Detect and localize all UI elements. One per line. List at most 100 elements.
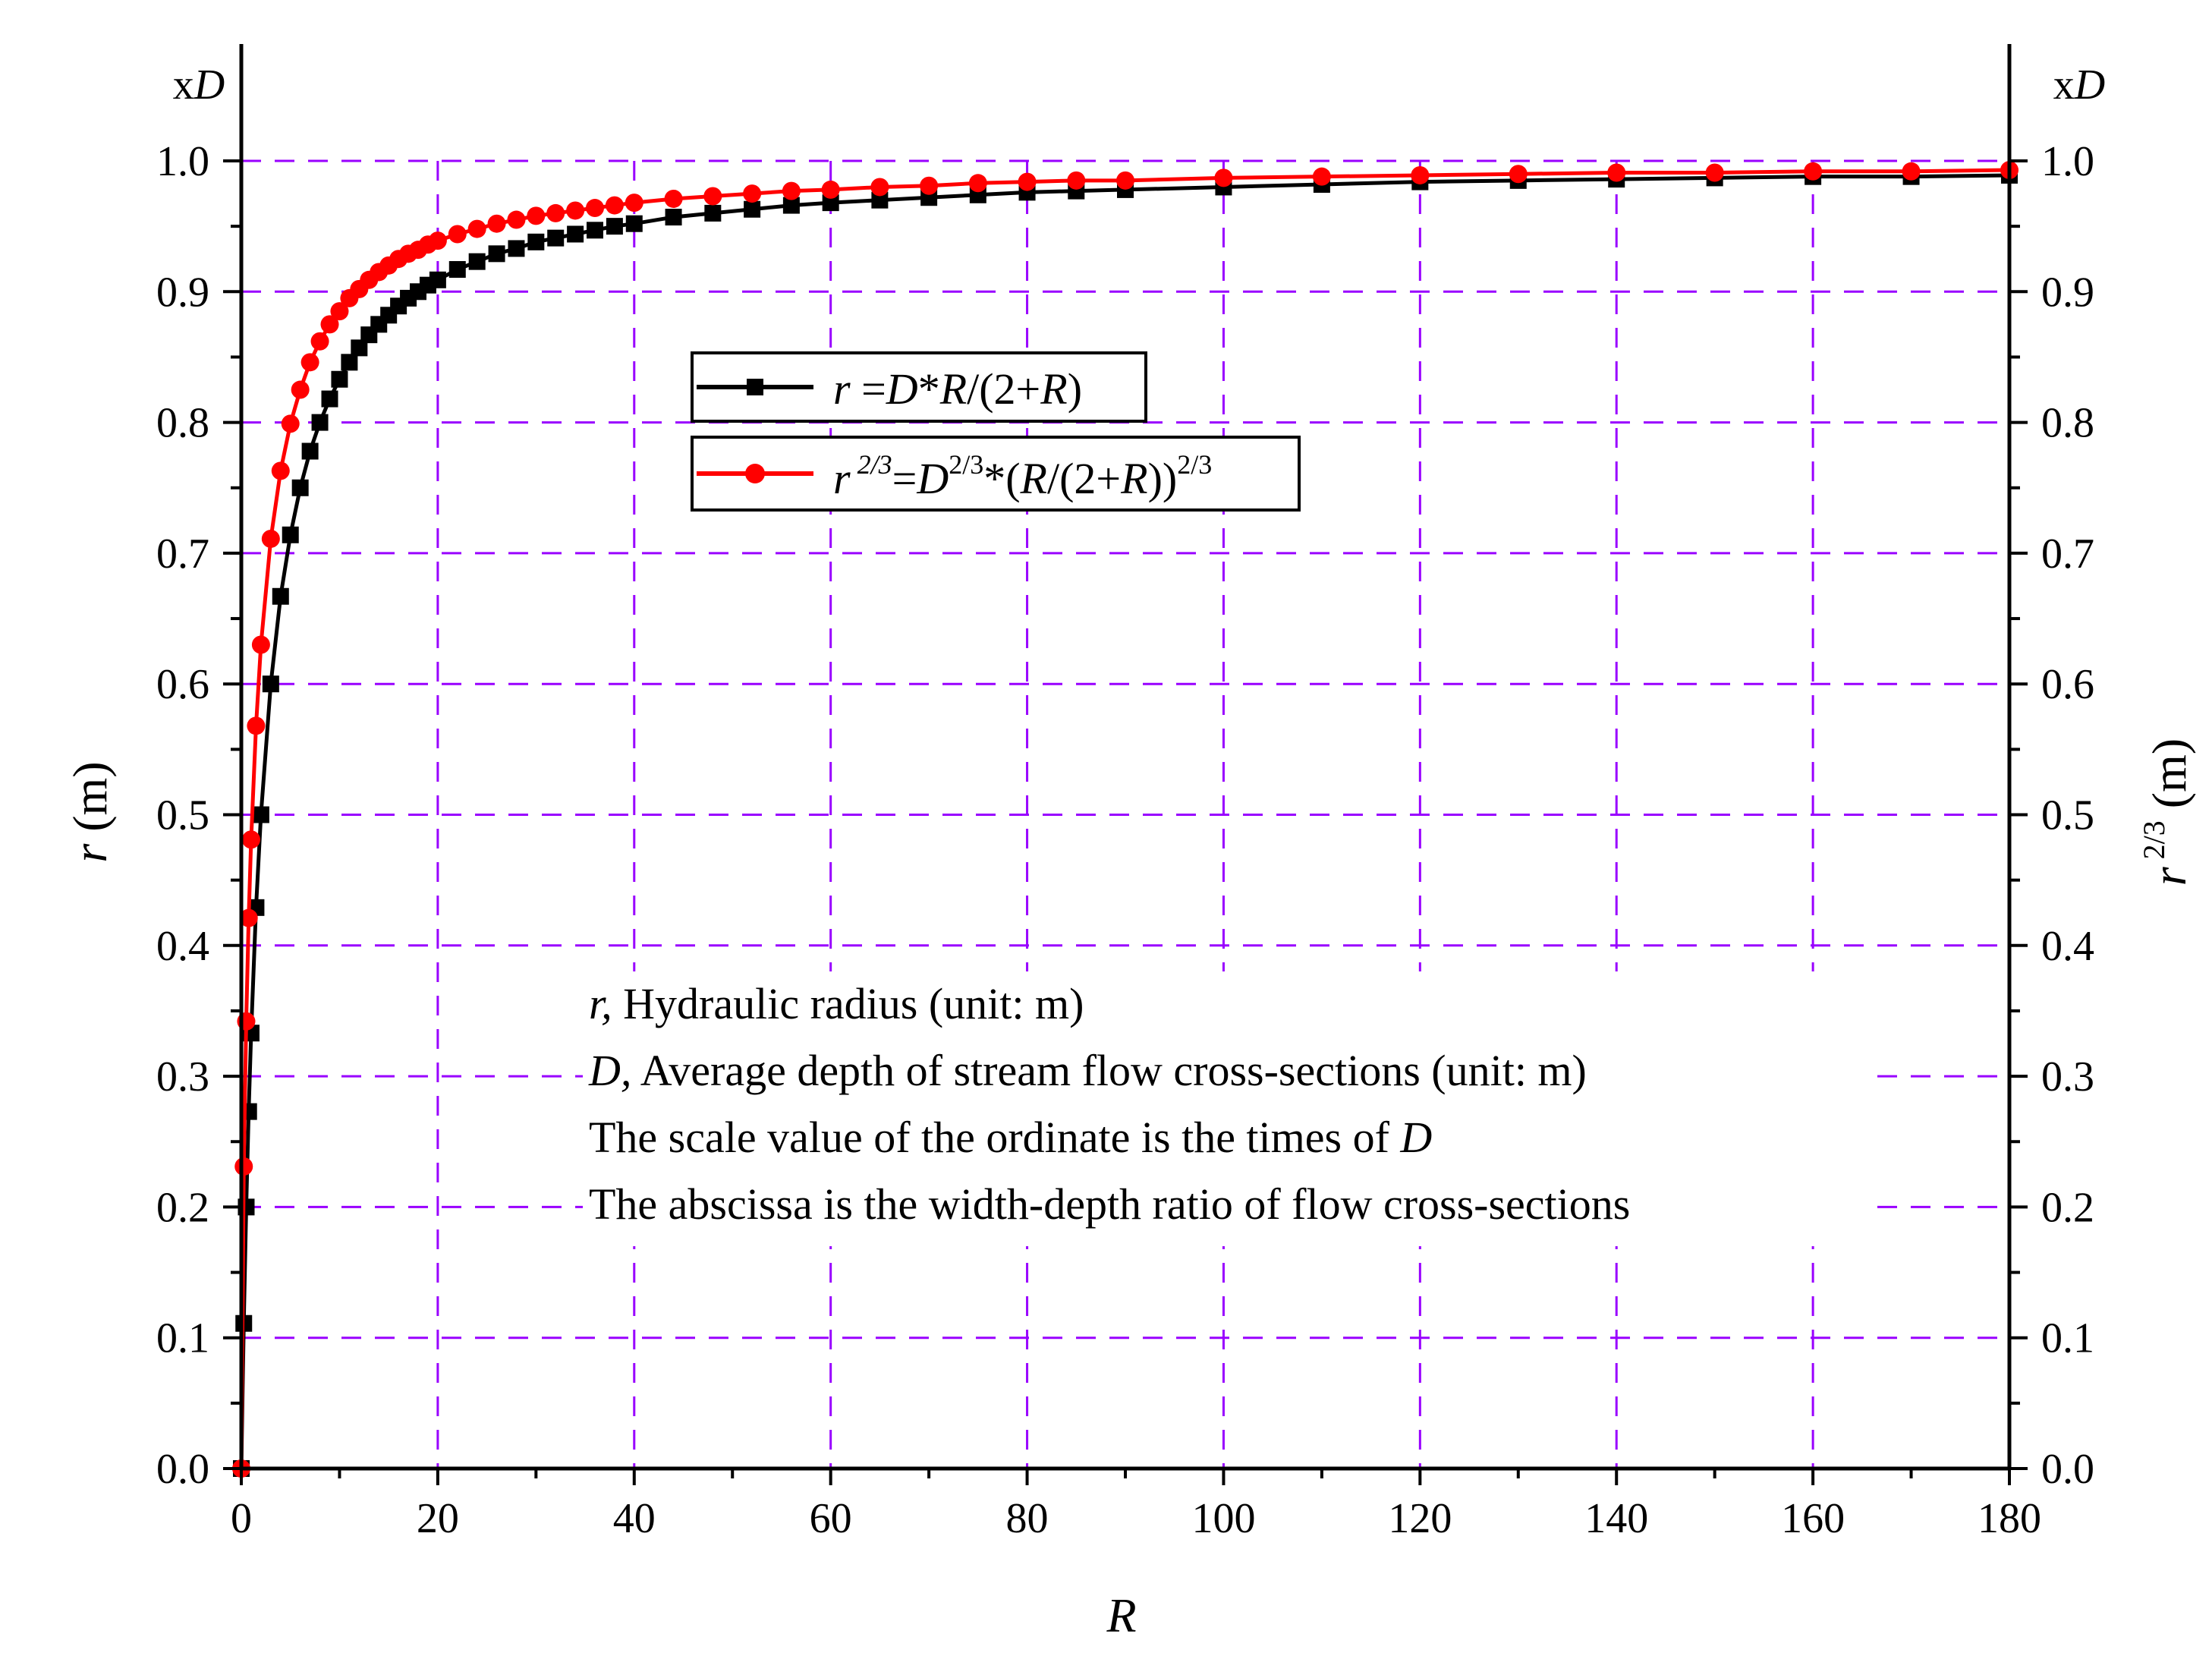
y-tick-label-right: 0.6 <box>2041 661 2094 708</box>
y-tick-label-left: 0.7 <box>156 530 209 578</box>
data-point <box>488 245 505 263</box>
data-point <box>527 233 545 250</box>
data-point <box>321 390 338 408</box>
data-point <box>1902 162 1921 181</box>
y-tick-label-right: 0.0 <box>2041 1446 2094 1493</box>
data-point <box>1312 167 1331 186</box>
data-point <box>1067 171 1086 190</box>
data-point <box>291 380 310 399</box>
annotation-line: r, Hydraulic radius (unit: m) <box>589 979 1084 1028</box>
data-point <box>605 196 624 215</box>
data-point <box>262 675 279 693</box>
y-tick-label-left: 0.5 <box>156 792 209 839</box>
data-point <box>1116 171 1134 190</box>
data-point <box>234 1157 253 1176</box>
series-layer <box>232 161 2018 1478</box>
data-point <box>487 214 506 233</box>
data-point <box>330 302 349 321</box>
y-unit-marker-right: xD <box>2053 61 2105 109</box>
annotation-line: The abscissa is the width-depth ratio of… <box>589 1179 1630 1229</box>
data-point <box>870 178 889 197</box>
data-point <box>1018 172 1037 191</box>
y-tick-label-right: 0.9 <box>2041 269 2094 316</box>
data-point <box>782 181 801 200</box>
data-point <box>341 354 358 371</box>
annotations: r, Hydraulic radius (unit: m) D, Average … <box>583 971 1865 1246</box>
y-tick-label-left: 0.8 <box>156 400 209 447</box>
x-axis-title: R <box>1106 1588 1136 1642</box>
data-point <box>821 180 840 199</box>
data-point <box>871 191 889 209</box>
data-point <box>272 587 289 605</box>
data-point <box>247 716 266 735</box>
data-point <box>331 370 348 388</box>
annotation-bg <box>583 971 1865 1246</box>
data-point <box>300 353 319 372</box>
data-point <box>625 194 643 213</box>
y-tick-label-right: 0.1 <box>2041 1315 2094 1362</box>
data-point <box>1804 162 1823 181</box>
y-axis-title-left: r (m) <box>63 761 117 862</box>
y-axis-title-right: r 2/3 (m) <box>2137 738 2196 886</box>
data-point <box>1705 163 1724 182</box>
data-point <box>1411 165 1430 184</box>
data-point <box>822 194 839 212</box>
x-tick-label: 180 <box>1978 1495 2041 1542</box>
y-tick-label-right: 0.5 <box>2041 792 2094 839</box>
y-tick-label-right: 0.8 <box>2041 400 2094 447</box>
x-tick-label: 20 <box>417 1495 459 1542</box>
x-tick-label: 60 <box>810 1495 852 1542</box>
y-tick-label-left: 1.0 <box>156 138 209 185</box>
legend-label: r 2/3=D2/3*(R/(2+R))2/3 <box>833 449 1212 503</box>
y-tick-label-right: 0.7 <box>2041 530 2094 578</box>
y-tick-label-left: 0.9 <box>156 269 209 316</box>
data-point <box>606 218 623 235</box>
data-point <box>665 209 682 226</box>
data-point <box>239 908 258 927</box>
data-point <box>252 806 269 823</box>
legend: r =D*R/(2+R) r 2/3=D2/3*(R/(2+R))2/3 <box>691 351 1301 512</box>
data-point <box>291 479 309 496</box>
data-point <box>301 442 319 460</box>
data-point <box>703 187 722 206</box>
x-tick-label: 140 <box>1584 1495 1648 1542</box>
data-point <box>1214 168 1233 187</box>
y-tick-label-right: 0.3 <box>2041 1053 2094 1100</box>
y-unit-marker-left: xD <box>173 61 225 109</box>
data-point <box>271 461 290 480</box>
data-point <box>468 253 486 270</box>
axes-layer <box>223 44 2028 1485</box>
data-point <box>1509 165 1528 184</box>
x-tick-label: 0 <box>231 1495 252 1542</box>
x-tick-label: 80 <box>1006 1495 1049 1542</box>
data-point <box>507 210 526 229</box>
legend-swatch-marker <box>745 464 765 483</box>
x-tick-label: 40 <box>613 1495 656 1542</box>
data-point <box>782 197 800 214</box>
data-point <box>310 332 329 351</box>
y-tick-label-left: 0.3 <box>156 1053 209 1100</box>
data-point <box>1607 163 1626 182</box>
data-point <box>527 206 546 225</box>
legend-swatch-marker <box>747 379 763 395</box>
y-tick-label-right: 0.2 <box>2041 1184 2094 1231</box>
x-tick-label: 160 <box>1781 1495 1845 1542</box>
data-point <box>968 174 987 193</box>
data-point <box>664 189 683 208</box>
legend-label: r =D*R/(2+R) <box>833 364 1082 414</box>
data-point <box>320 315 339 334</box>
data-point <box>251 635 270 654</box>
y-tick-label-right: 0.4 <box>2041 923 2094 970</box>
data-point <box>281 414 300 433</box>
data-point <box>587 222 603 239</box>
data-point <box>429 271 446 288</box>
data-point <box>920 176 939 195</box>
y-tick-label-left: 0.1 <box>156 1315 209 1362</box>
x-tick-label: 120 <box>1388 1495 1452 1542</box>
axis-titles: xD xD R r (m) r 2/3 (m) <box>63 61 2196 1642</box>
y-tick-label-left: 0.0 <box>156 1446 209 1493</box>
legend-box-2 <box>691 436 1301 512</box>
data-point <box>508 240 525 257</box>
